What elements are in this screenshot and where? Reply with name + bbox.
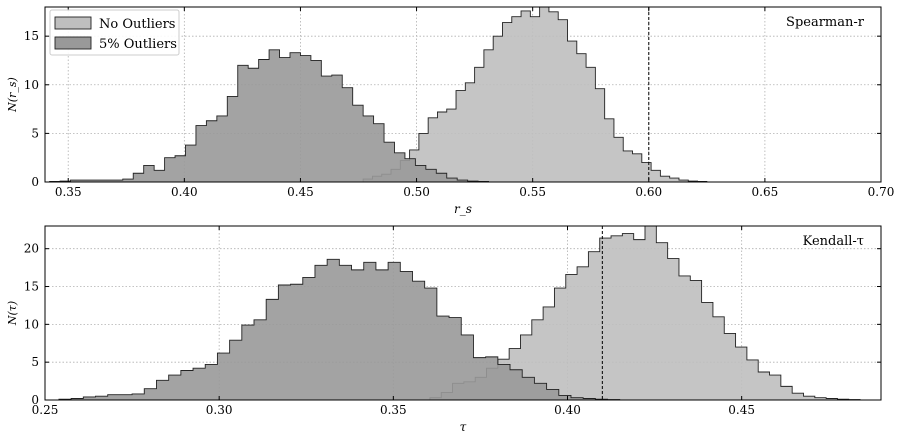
x-tick-label: 0.40 (171, 185, 198, 199)
y-tick-label: 0 (31, 175, 39, 189)
y-tick-label: 15 (24, 280, 39, 294)
y-tick-label: 10 (24, 78, 39, 92)
axes-frame (44, 6, 882, 183)
y-tick-label: 20 (24, 242, 39, 256)
y-tick-label: 5 (31, 126, 39, 140)
y-tick-label: 5 (31, 355, 39, 369)
x-tick-label: 0.60 (635, 185, 662, 199)
legend: No Outliers 5% Outliers (49, 9, 180, 56)
plot-area (58, 226, 861, 400)
kendall-panel: 0.25 0.30 0.35 0.40 0.45 0 5 10 15 20 τ N(τ) Kendall… (6, 225, 882, 434)
x-tick-label: 0.25 (32, 403, 59, 417)
x-tick-label: 0.30 (206, 403, 233, 417)
y-axis-label: N(r_s) (6, 77, 19, 113)
x-tick-label: 0.50 (403, 185, 430, 199)
y-tick-label: 15 (24, 29, 39, 43)
y-tick-label: 10 (24, 317, 39, 331)
spearman-panel: 0.35 0.40 0.45 0.50 0.55 0.60 0.65 0.70 0 5 10 15 r_… (6, 6, 895, 216)
x-tick-label: 0.40 (554, 403, 581, 417)
y-tick-label: 0 (31, 393, 39, 407)
panel-annotation: Spearman-r (786, 15, 865, 30)
legend-label: No Outliers (99, 17, 175, 32)
histogram-5pct-outliers (49, 49, 489, 182)
x-tick-label: 0.35 (380, 403, 407, 417)
x-tick-label: 0.35 (55, 185, 82, 199)
histogram-no-outliers (362, 7, 708, 182)
x-tick-label: 0.65 (752, 185, 779, 199)
legend-swatch-no-outliers (54, 16, 92, 30)
y-axis-label: N(τ) (6, 301, 19, 326)
legend-label: 5% Outliers (99, 37, 177, 52)
x-tick-label: 0.55 (519, 185, 546, 199)
x-axis-label: r_s (454, 202, 472, 216)
x-tick-label: 0.45 (287, 185, 314, 199)
panel-annotation: Kendall-τ (803, 234, 864, 249)
x-axis-label: τ (460, 420, 467, 434)
axes-frame (44, 225, 882, 401)
x-tick-label: 0.45 (728, 403, 755, 417)
x-tick-label: 0.70 (868, 185, 895, 199)
histogram-5pct-outliers (58, 258, 621, 400)
legend-swatch-5pct-outliers (54, 36, 92, 50)
plot-area (49, 7, 708, 182)
